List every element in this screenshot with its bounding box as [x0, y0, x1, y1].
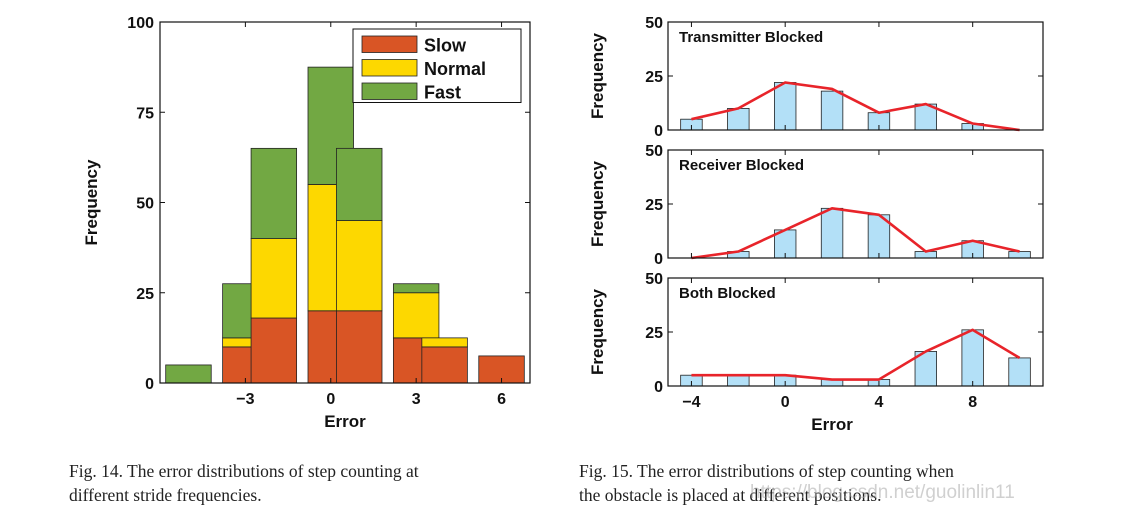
y-tick-label: 0 [654, 251, 663, 268]
legend-label-fast: Fast [424, 83, 461, 103]
panel-bar [820, 90, 844, 131]
y-tick-label: 0 [654, 379, 663, 396]
bar-normal [336, 220, 383, 312]
y-tick-label: 50 [645, 15, 663, 32]
panel-bar [820, 207, 844, 259]
y-tick-label: 0 [654, 123, 663, 140]
y-axis-label: Frequency [588, 32, 607, 119]
y-axis-label: Frequency [588, 288, 607, 375]
legend-label-normal: Normal [424, 59, 486, 79]
bar-fast [250, 147, 298, 240]
x-tick-label: 0 [781, 394, 790, 411]
y-tick-label: 100 [127, 15, 154, 32]
bar-normal [392, 292, 440, 339]
x-tick-label: −4 [682, 394, 700, 411]
panel-trend-line [691, 207, 1020, 260]
y-tick-label: 50 [645, 271, 663, 288]
panel-area [668, 150, 1043, 258]
bar-fast [165, 364, 212, 384]
bar-slow [336, 310, 383, 384]
panel-title: Both Blocked [679, 285, 776, 302]
panel-bar [1008, 251, 1031, 259]
panel-bar [774, 82, 797, 131]
panel-title: Transmitter Blocked [679, 29, 823, 46]
panel-bar [961, 329, 984, 387]
y-tick-label: 25 [136, 286, 154, 303]
legend-swatch-fast [361, 82, 418, 100]
bar-fast [392, 283, 440, 294]
x-axis-label: Error [324, 412, 366, 431]
bar-slow [250, 317, 298, 384]
panel-trend-line [691, 328, 1021, 381]
y-axis-label: Frequency [82, 159, 101, 246]
y-tick-label: 25 [645, 69, 663, 86]
legend-swatch-normal [361, 59, 418, 77]
y-tick-label: 0 [145, 376, 154, 393]
panel-trend-line [691, 81, 1020, 132]
y-tick-label: 50 [645, 143, 663, 160]
y-tick-label: 25 [645, 325, 663, 342]
y-tick-label: 25 [645, 197, 663, 214]
bar-slow [421, 346, 468, 384]
fig14-chart: 0 25 50 75 100 −3 0 3 6 Error Frequency Slow Normal F… [82, 15, 531, 431]
fig15-chart: 0 25 50 Transmitter Blocked Frequency 0 25 50 Re… [588, 15, 1044, 434]
y-axis-label: Frequency [588, 160, 607, 247]
x-tick-label: 4 [874, 394, 883, 411]
fig15-caption: Fig. 15. The error distributions of step… [579, 461, 954, 505]
bar-normal [250, 238, 298, 319]
x-tick-label: 8 [968, 394, 977, 411]
bar-normal [421, 337, 468, 348]
y-tick-label: 75 [136, 105, 154, 122]
panel-bar [727, 374, 750, 387]
panel-bar [1008, 357, 1031, 387]
panel-title: Receiver Blocked [679, 157, 804, 174]
x-tick-label: 3 [412, 391, 421, 408]
watermark: https://blog.csdn.net/guolinlin11 [750, 482, 1015, 503]
x-tick-label: 0 [326, 391, 335, 408]
x-tick-label: 6 [497, 391, 506, 408]
legend-label-slow: Slow [424, 36, 467, 56]
x-axis-label: Error [811, 415, 853, 434]
y-tick-label: 50 [136, 196, 154, 213]
panel-bar [727, 108, 750, 131]
bar-fast [336, 147, 383, 221]
fig14-caption: Fig. 14. The error distributions of step… [69, 461, 419, 505]
legend-swatch-slow [361, 35, 418, 53]
x-tick-label: −3 [236, 391, 254, 408]
